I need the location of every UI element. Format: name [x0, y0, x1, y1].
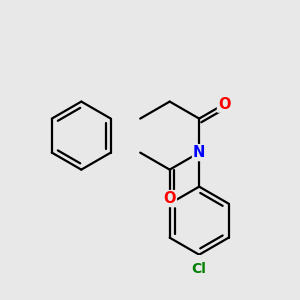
- Text: O: O: [218, 97, 230, 112]
- Text: O: O: [164, 191, 176, 206]
- Text: N: N: [193, 145, 205, 160]
- Text: Cl: Cl: [192, 262, 207, 276]
